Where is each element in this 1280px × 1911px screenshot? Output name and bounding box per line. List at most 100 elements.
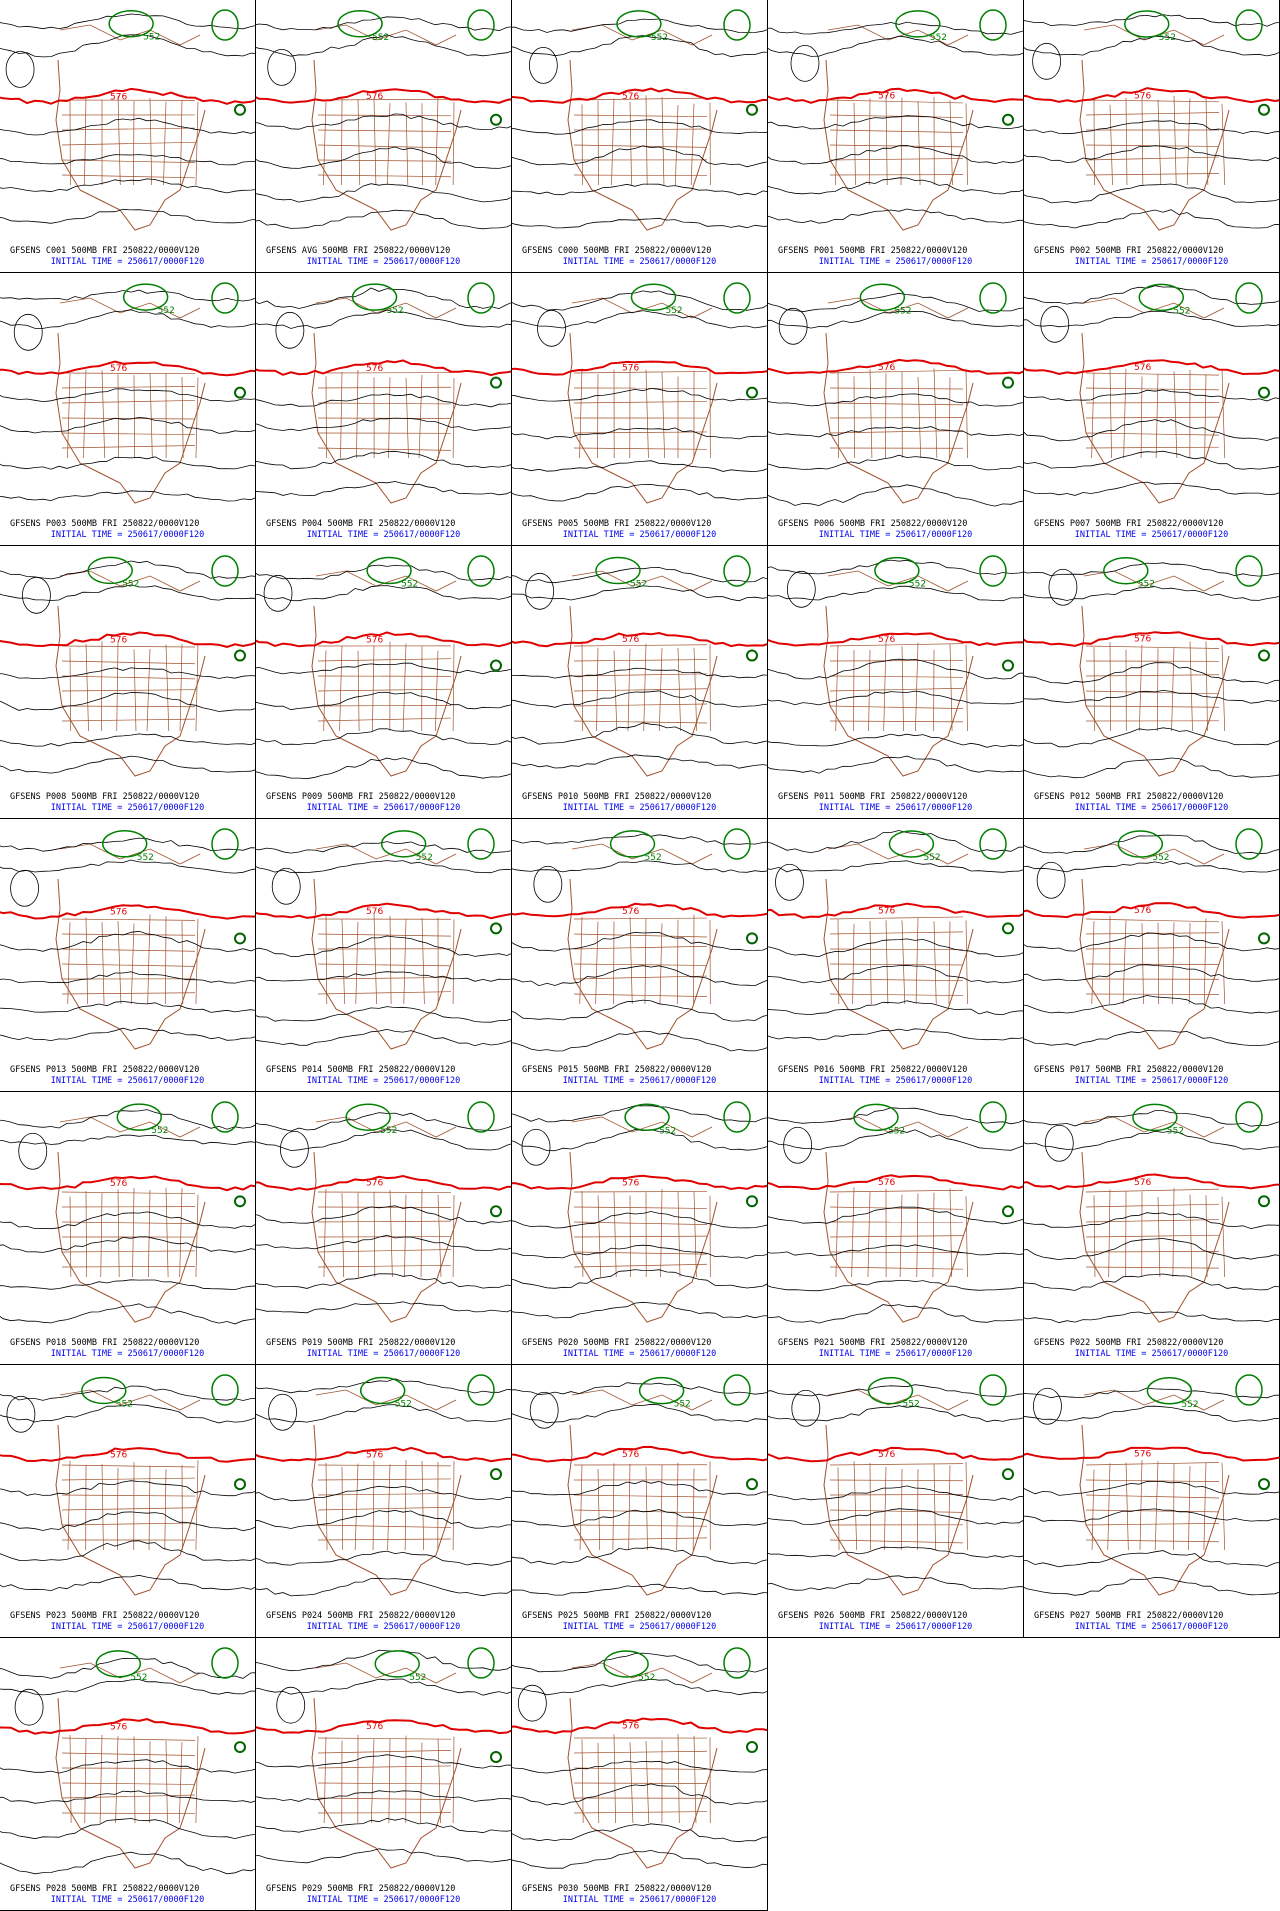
initial-time: INITIAL TIME = 250617/0000F120 xyxy=(562,1349,717,1359)
contour-552 xyxy=(723,555,751,587)
state-border xyxy=(1188,1466,1191,1551)
state-border xyxy=(61,1266,196,1268)
contour-label: 576 xyxy=(622,1178,639,1188)
height-contour xyxy=(512,387,767,402)
height-contour xyxy=(1024,285,1279,305)
contour-label: 576 xyxy=(1134,363,1151,373)
height-contour xyxy=(768,484,1023,507)
map-canvas: 576 552 xyxy=(512,1101,767,1323)
state-border xyxy=(661,372,665,459)
contour-label: 576 xyxy=(622,907,639,917)
contour-552 xyxy=(853,1103,899,1132)
state-border xyxy=(1085,156,1220,161)
state-border xyxy=(373,1192,376,1278)
canada-coast xyxy=(315,24,457,46)
state-border xyxy=(1188,922,1191,1005)
height-contour xyxy=(768,115,1023,130)
state-border xyxy=(1091,372,1095,459)
state-border xyxy=(1108,1189,1111,1278)
height-contour xyxy=(768,1384,1023,1397)
low-contour xyxy=(517,1684,547,1722)
state-border xyxy=(1171,646,1175,732)
panel-title: GFSENS P028 500MB FRI 250822/0000V120 xyxy=(10,1884,200,1894)
contour-label: 576 xyxy=(366,1450,383,1460)
initial-time: INITIAL TIME = 250617/0000F120 xyxy=(1074,803,1229,813)
height-contour xyxy=(1024,1508,1279,1523)
canada-coast xyxy=(315,297,457,319)
state-border xyxy=(676,1462,679,1551)
canada-coast xyxy=(1083,843,1225,865)
height-contour xyxy=(0,1236,255,1253)
panel-title: GFSENS P015 500MB FRI 250822/0000V120 xyxy=(522,1065,712,1075)
contour-552 xyxy=(95,1650,142,1678)
state-border xyxy=(317,447,452,451)
height-contour xyxy=(256,662,511,675)
state-border xyxy=(1085,446,1220,449)
height-contour xyxy=(768,426,1023,438)
height-contour xyxy=(1024,1311,1279,1324)
state-border xyxy=(101,1464,104,1551)
state-border xyxy=(389,1190,393,1278)
map-panel: 576 552 GFSENS P003 500MB FRI 250822/0000V… xyxy=(0,273,256,546)
contour-label: 576 xyxy=(110,1722,127,1732)
state-border xyxy=(83,369,87,459)
contour-576 xyxy=(768,1174,1023,1191)
contour-552 xyxy=(638,1376,685,1405)
state-border xyxy=(829,144,964,148)
contour-label: 552 xyxy=(923,853,940,863)
state-border xyxy=(435,650,439,732)
height-contour xyxy=(1024,14,1279,27)
low-contour xyxy=(13,313,43,351)
height-contour xyxy=(0,667,255,680)
height-contour xyxy=(512,1030,767,1052)
state-border xyxy=(597,1469,601,1551)
contour-576 xyxy=(0,631,255,648)
height-contour xyxy=(512,1382,767,1396)
height-contour xyxy=(0,692,255,712)
state-border xyxy=(389,915,392,1005)
state-border xyxy=(61,417,196,420)
state-border xyxy=(1205,641,1208,732)
state-border xyxy=(1221,921,1226,1005)
state-border xyxy=(581,1739,584,1824)
contour-576 xyxy=(1024,1173,1279,1191)
canada-coast xyxy=(827,24,969,46)
cyclone xyxy=(234,1478,246,1491)
state-border xyxy=(1085,918,1220,923)
height-contour xyxy=(512,1760,767,1774)
contour-552 xyxy=(1235,555,1263,587)
panel-title: GFSENS P023 500MB FRI 250822/0000V120 xyxy=(10,1611,200,1621)
state-border xyxy=(1109,368,1112,459)
initial-time: INITIAL TIME = 250617/0000F120 xyxy=(306,1349,461,1359)
height-contour xyxy=(512,1403,767,1424)
state-border xyxy=(317,933,452,937)
state-border xyxy=(869,920,872,1005)
map-canvas: 576 552 xyxy=(768,1101,1023,1324)
cyclone xyxy=(746,649,758,662)
height-contour xyxy=(0,456,255,470)
initial-time: INITIAL TIME = 250617/0000F120 xyxy=(1074,530,1229,540)
low-contour xyxy=(6,1395,36,1433)
panel-title: GFSENS P013 500MB FRI 250822/0000V120 xyxy=(10,1065,200,1075)
state-border xyxy=(949,100,953,186)
contour-552 xyxy=(888,830,935,858)
state-border xyxy=(573,673,708,677)
state-border xyxy=(61,1522,196,1526)
height-contour xyxy=(512,1546,767,1565)
coastline xyxy=(55,1424,206,1596)
state-border xyxy=(948,1465,951,1551)
contour-label: 552 xyxy=(1159,33,1176,43)
state-border xyxy=(452,1195,455,1278)
state-border xyxy=(693,1191,697,1278)
initial-time: INITIAL TIME = 250617/0000F120 xyxy=(818,257,973,267)
contour-label: 576 xyxy=(366,92,383,102)
state-border xyxy=(660,1464,663,1551)
height-contour xyxy=(0,1574,255,1592)
state-border xyxy=(829,705,964,709)
contour-552 xyxy=(467,9,495,41)
state-border xyxy=(317,402,452,405)
state-border xyxy=(677,1734,680,1824)
state-border xyxy=(317,1750,452,1754)
state-border xyxy=(660,1189,663,1278)
